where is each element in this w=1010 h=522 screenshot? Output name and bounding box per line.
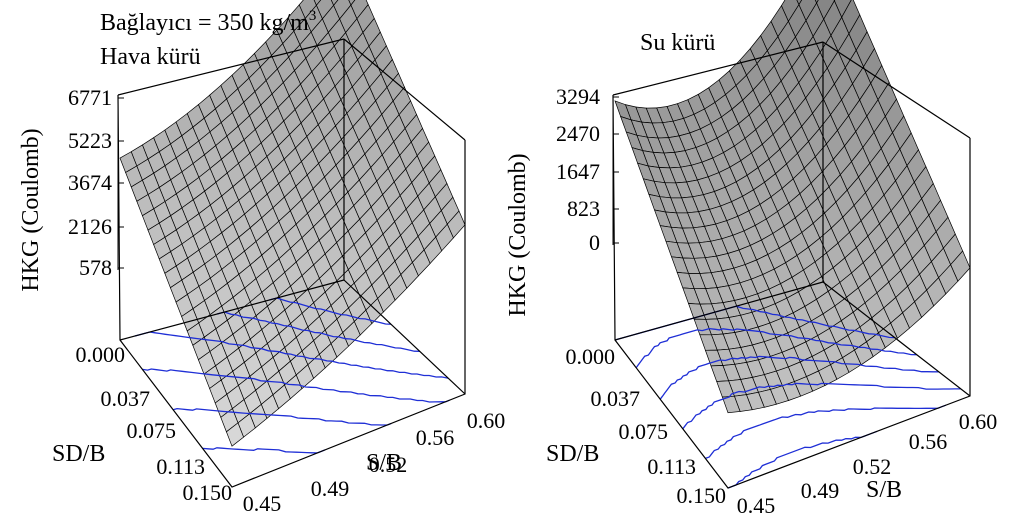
chart-right-surface: [614, 0, 971, 414]
chart-left-x-axis-label: S/B: [366, 450, 402, 476]
contour-line: [659, 355, 939, 400]
chart-left-surface: [119, 0, 466, 447]
y-tick-label: 0.150: [677, 483, 727, 508]
surface-cell: [796, 0, 803, 6]
x-tick-label: 0.52: [369, 452, 408, 477]
contour-line: [269, 297, 391, 325]
chart-left-x-ticks: 0.45 0.49 0.52 0.56 0.60: [243, 408, 506, 516]
chart-right-z-axis-label: HKG (Coulomb): [505, 153, 531, 316]
y-tick-label: 0.037: [591, 386, 641, 411]
x-tick-label: 0.56: [416, 425, 455, 450]
surface-cell: [225, 422, 245, 447]
contour-line: [705, 404, 947, 460]
x-tick-label: 0.49: [311, 476, 350, 501]
x-tick-label: 0.56: [909, 429, 948, 454]
chart-left-title-superscript: 3: [309, 8, 317, 24]
x-tick-label: 0.60: [959, 409, 998, 434]
chart-left-z-axis-label: HKG (Coulomb): [18, 128, 44, 291]
contour-line: [134, 331, 449, 379]
chart-left-z-ticks: 6771 5223 3674 2126 578: [68, 85, 124, 280]
z-tick-label: 3294: [556, 84, 600, 109]
contour-line: [614, 305, 895, 341]
x-tick-label: 0.60: [467, 408, 506, 433]
z-tick-label: 0: [589, 230, 600, 255]
chart-right-z-ticks: 3294 2470 1647 823 0: [556, 84, 619, 255]
chart-left-title: Bağlayıcı = 350 kg/m3: [100, 8, 316, 36]
chart-right-frame: [612, 41, 971, 489]
chart-right-x-axis-label: S/B: [866, 477, 902, 503]
chart-left-frame: [117, 38, 466, 488]
x-tick-label: 0.49: [801, 478, 840, 503]
y-tick-label: 0.037: [101, 386, 151, 411]
z-tick-label: 578: [79, 255, 112, 280]
contour-line: [173, 407, 392, 426]
y-tick-label: 0.113: [647, 454, 696, 479]
chart-right-y-axis-label: SD/B: [546, 441, 599, 467]
z-tick-label: 3674: [68, 170, 112, 195]
z-tick-label: 2126: [68, 214, 112, 239]
x-tick-label: 0.45: [243, 491, 282, 516]
chart-left-contours: [134, 297, 450, 454]
chart-left: Bağlayıcı = 350 kg/m3 Hava kürü HKG (Cou…: [18, 0, 505, 516]
y-tick-label: 0.000: [566, 344, 616, 369]
chart-right-y-ticks: 0.000 0.037 0.075 0.113 0.150: [566, 344, 727, 508]
chart-right-x-ticks: 0.45 0.49 0.52 0.56 0.60: [737, 409, 998, 518]
contour-line: [202, 447, 326, 454]
y-tick-label: 0.075: [619, 419, 669, 444]
chart-left-y-axis-label: SD/B: [52, 441, 105, 467]
contour-line: [682, 382, 961, 430]
contour-line: [142, 368, 450, 403]
y-tick-label: 0.150: [183, 480, 233, 505]
z-tick-label: 2470: [556, 121, 600, 146]
z-tick-label: 5223: [68, 128, 112, 153]
x-tick-label: 0.45: [737, 493, 776, 518]
z-tick-label: 823: [567, 196, 600, 221]
y-tick-label: 0.075: [127, 418, 177, 443]
y-tick-label: 0.113: [156, 454, 205, 479]
z-tick-label: 6771: [68, 85, 112, 110]
chart-right: Su kürü HKG (Coulomb) 3294 2470 1647 823 0 0…: [505, 0, 997, 518]
chart-left-subtitle: Hava kürü: [100, 44, 201, 70]
x-tick-label: 0.52: [853, 454, 892, 479]
chart-right-title: Su kürü: [640, 30, 715, 56]
contour-line: [635, 327, 917, 369]
z-tick-label: 1647: [556, 159, 600, 184]
contour-line: [216, 311, 420, 352]
y-tick-label: 0.000: [76, 342, 126, 367]
contour-line: [727, 430, 878, 489]
chart-right-contours: [614, 305, 961, 489]
